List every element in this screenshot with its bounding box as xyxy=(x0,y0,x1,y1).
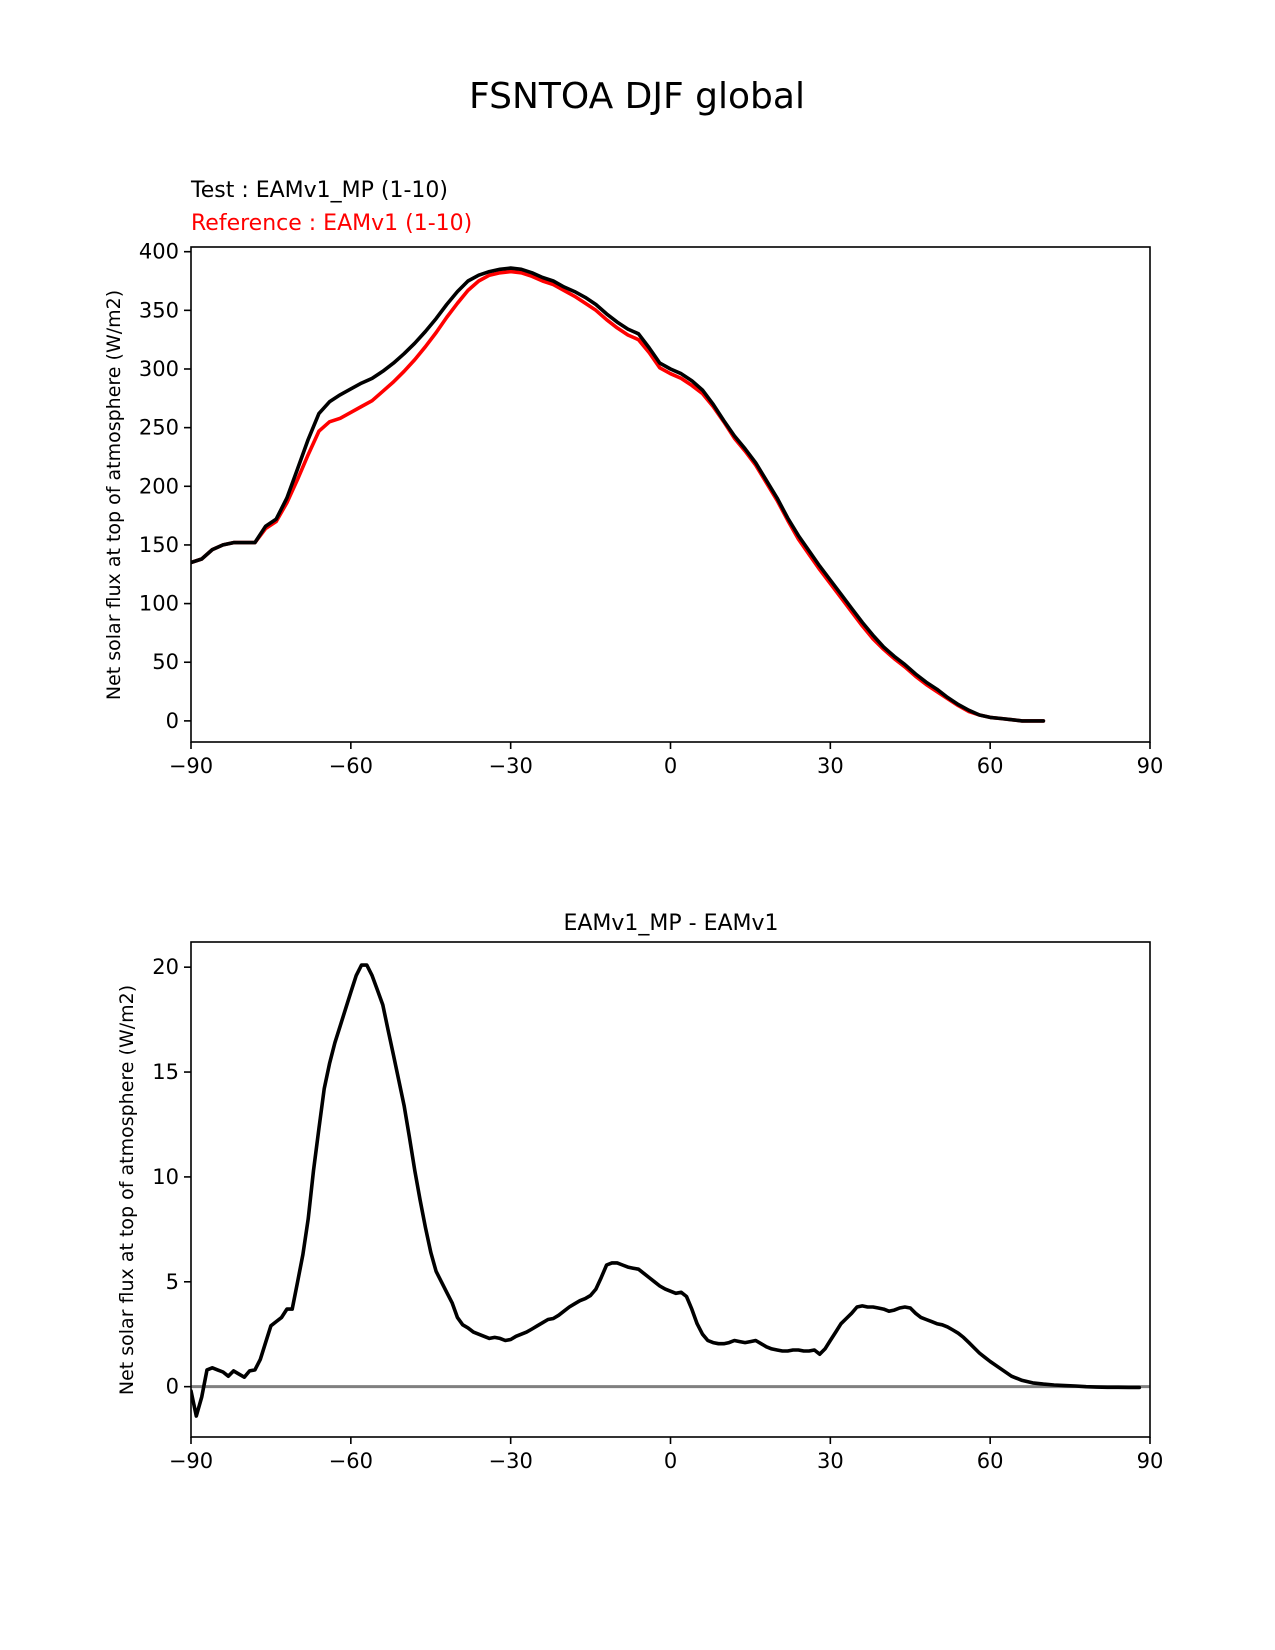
y-tick-label: 400 xyxy=(139,240,179,264)
top-ylabel: Net solar flux at top of atmosphere (W/m… xyxy=(103,290,125,700)
plot-frame xyxy=(190,941,1151,1438)
series-line-test xyxy=(191,963,1142,1418)
test-label: Test : EAMv1_MP (1-10) xyxy=(190,178,448,203)
top-panel: Test : EAMv1_MP (1-10) Reference : EAMv1… xyxy=(103,178,1163,778)
bottom-ylabel: Net solar flux at top of atmosphere (W/m… xyxy=(116,985,138,1395)
x-tick-label: −90 xyxy=(169,1449,213,1473)
x-tick-label: 0 xyxy=(664,1449,677,1473)
bottom-plot-area: −90 −60 −30 0 30 60 90 0 5 10 15 20 xyxy=(152,941,1164,1473)
y-tick-label: 350 xyxy=(139,298,179,322)
y-tick-label: 250 xyxy=(139,416,179,440)
x-tick-label: 90 xyxy=(1137,1449,1164,1473)
difference-title: EAMv1_MP - EAMv1 xyxy=(563,911,778,936)
x-tick-label: −30 xyxy=(489,754,533,778)
x-tick-label: 90 xyxy=(1137,754,1164,778)
series-line-reference xyxy=(191,269,1046,723)
x-tick-label: 60 xyxy=(977,754,1004,778)
y-tick-label: 20 xyxy=(152,955,179,979)
y-tick-label: 0 xyxy=(166,709,179,733)
plot-frame xyxy=(190,246,1151,743)
y-tick-label: 200 xyxy=(139,474,179,498)
x-tick-label: 30 xyxy=(817,1449,844,1473)
bottom-panel: EAMv1_MP - EAMv1 Net solar flux at top o… xyxy=(116,911,1163,1473)
y-tick-label: 0 xyxy=(166,1375,179,1399)
y-tick-label: 5 xyxy=(166,1270,179,1294)
series-line-test xyxy=(191,266,1046,723)
x-tick-label: 60 xyxy=(977,1449,1004,1473)
reference-label: Reference : EAMv1 (1-10) xyxy=(191,211,472,236)
y-tick-label: 150 xyxy=(139,533,179,557)
y-tick-label: 300 xyxy=(139,357,179,381)
y-tick-label: 50 xyxy=(152,650,179,674)
x-tick-label: 0 xyxy=(664,754,677,778)
y-tick-label: 10 xyxy=(152,1165,179,1189)
top-plot-area: −90 −60 −30 0 30 60 90 0 50 100 150 200 250 300 350 400 xyxy=(139,240,1163,778)
x-tick-label: −30 xyxy=(489,1449,533,1473)
x-tick-label: −60 xyxy=(329,754,373,778)
figure-title: FSNTOA DJF global xyxy=(469,76,805,117)
x-tick-label: −90 xyxy=(169,754,213,778)
y-tick-label: 100 xyxy=(139,592,179,616)
x-tick-label: 30 xyxy=(817,754,844,778)
y-tick-label: 15 xyxy=(152,1060,179,1084)
x-tick-label: −60 xyxy=(329,1449,373,1473)
